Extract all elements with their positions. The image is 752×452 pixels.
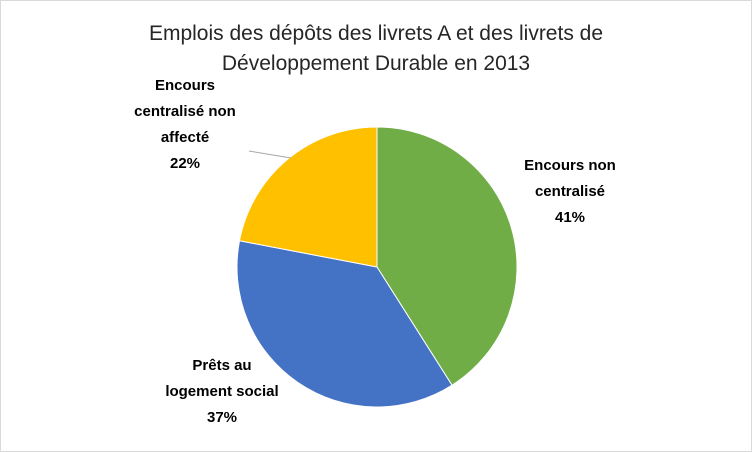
- pie-slice-1: [376, 126, 518, 386]
- slice-label-1-line-2: centralisé: [535, 183, 605, 200]
- slice-label-2-line-1: Prêts au: [192, 357, 251, 374]
- slice-label-3-line-2: centralisé non: [134, 103, 236, 120]
- slice-label-3-line-3: affecté: [161, 129, 209, 146]
- slice-label-1: Encours non centralisé 41%: [524, 157, 616, 226]
- slice-label-1-line-1: Encours non: [524, 157, 616, 174]
- slice-label-3-line-4: 22%: [170, 155, 200, 172]
- slice-label-1-line-3: 41%: [555, 209, 585, 226]
- slice-label-2: Prêts au logement social 37%: [165, 357, 278, 426]
- slice-label-3-line-1: Encours: [155, 77, 215, 94]
- chart-title-line-2: Développement Durable en 2013: [221, 52, 531, 75]
- pie-slice-2: [236, 240, 453, 408]
- slice-label-2-line-3: 37%: [207, 409, 237, 426]
- pie-slice-3: [238, 126, 378, 268]
- chart-title: Emplois des dépôts des livrets A et des …: [1, 19, 751, 79]
- slice-label-2-line-2: logement social: [165, 383, 278, 400]
- chart-title-line-1: Emplois des dépôts des livrets A et des …: [148, 22, 604, 45]
- leader-line-3: [248, 150, 292, 159]
- slice-label-3: Encours centralisé non affecté 22%: [134, 77, 236, 172]
